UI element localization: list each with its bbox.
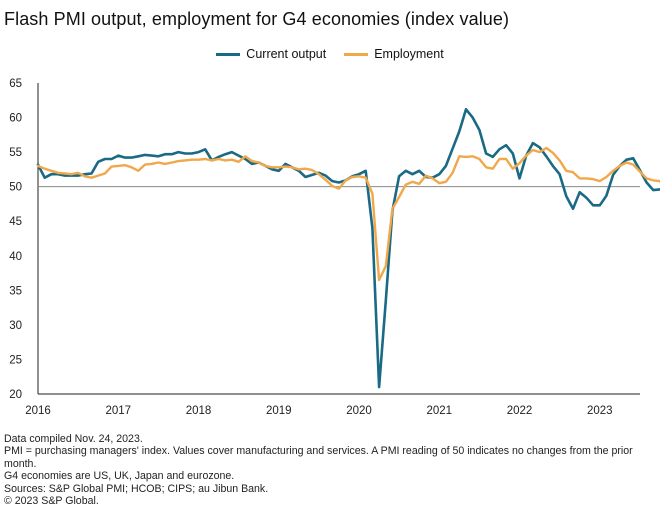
series-line-current-output bbox=[36, 108, 660, 389]
chart-notes: Data compiled Nov. 24, 2023. PMI = purch… bbox=[4, 433, 656, 507]
chart-title: Flash PMI output, employment for G4 econ… bbox=[4, 9, 510, 29]
legend-swatch-output bbox=[216, 52, 241, 56]
note-copyright: © 2023 S&P Global. bbox=[4, 495, 99, 508]
x-tick-label: 2021 bbox=[426, 405, 452, 417]
note-sources: Sources: S&P Global PMI; HCOB; CIPS; au … bbox=[4, 482, 269, 495]
legend-label-employment: Employment bbox=[374, 47, 444, 61]
note-g4-definition: G4 economies are US, UK, Japan and euroz… bbox=[4, 470, 235, 483]
line-chart: 20 25 30 35 40 45 50 55 60 65 2016 2017 2018 2019 2020… bbox=[9, 78, 660, 417]
x-tick-label: 2023 bbox=[587, 405, 613, 417]
legend-swatch-employment bbox=[344, 52, 369, 56]
x-tick-label: 2019 bbox=[266, 405, 292, 417]
note-pmi-definition: PMI = purchasing managers' index. Values… bbox=[4, 445, 633, 470]
y-tick-label: 60 bbox=[9, 113, 22, 125]
x-tick-label: 2020 bbox=[346, 405, 372, 417]
y-tick-label: 55 bbox=[9, 147, 22, 159]
x-tick-label: 2016 bbox=[25, 405, 51, 417]
y-tick-label: 35 bbox=[9, 285, 22, 297]
y-tick-label: 45 bbox=[9, 216, 22, 228]
chart-legend: Current output Employment bbox=[0, 47, 660, 61]
y-tick-label: 25 bbox=[9, 354, 22, 366]
y-tick-label: 50 bbox=[9, 182, 22, 194]
x-tick-label: 2018 bbox=[186, 405, 212, 417]
y-tick-label: 20 bbox=[9, 389, 22, 401]
legend-item-employment: Employment bbox=[344, 47, 444, 61]
y-tick-label: 40 bbox=[9, 251, 22, 263]
y-tick-label: 30 bbox=[9, 320, 22, 332]
series-line-employment bbox=[36, 146, 660, 282]
note-data-compiled: Data compiled Nov. 24, 2023. bbox=[4, 433, 143, 445]
y-tick-label: 65 bbox=[9, 78, 22, 90]
x-tick-label: 2017 bbox=[105, 405, 131, 417]
x-tick-label: 2022 bbox=[507, 405, 533, 417]
legend-label-output: Current output bbox=[246, 47, 327, 61]
legend-item-output: Current output bbox=[216, 47, 326, 61]
